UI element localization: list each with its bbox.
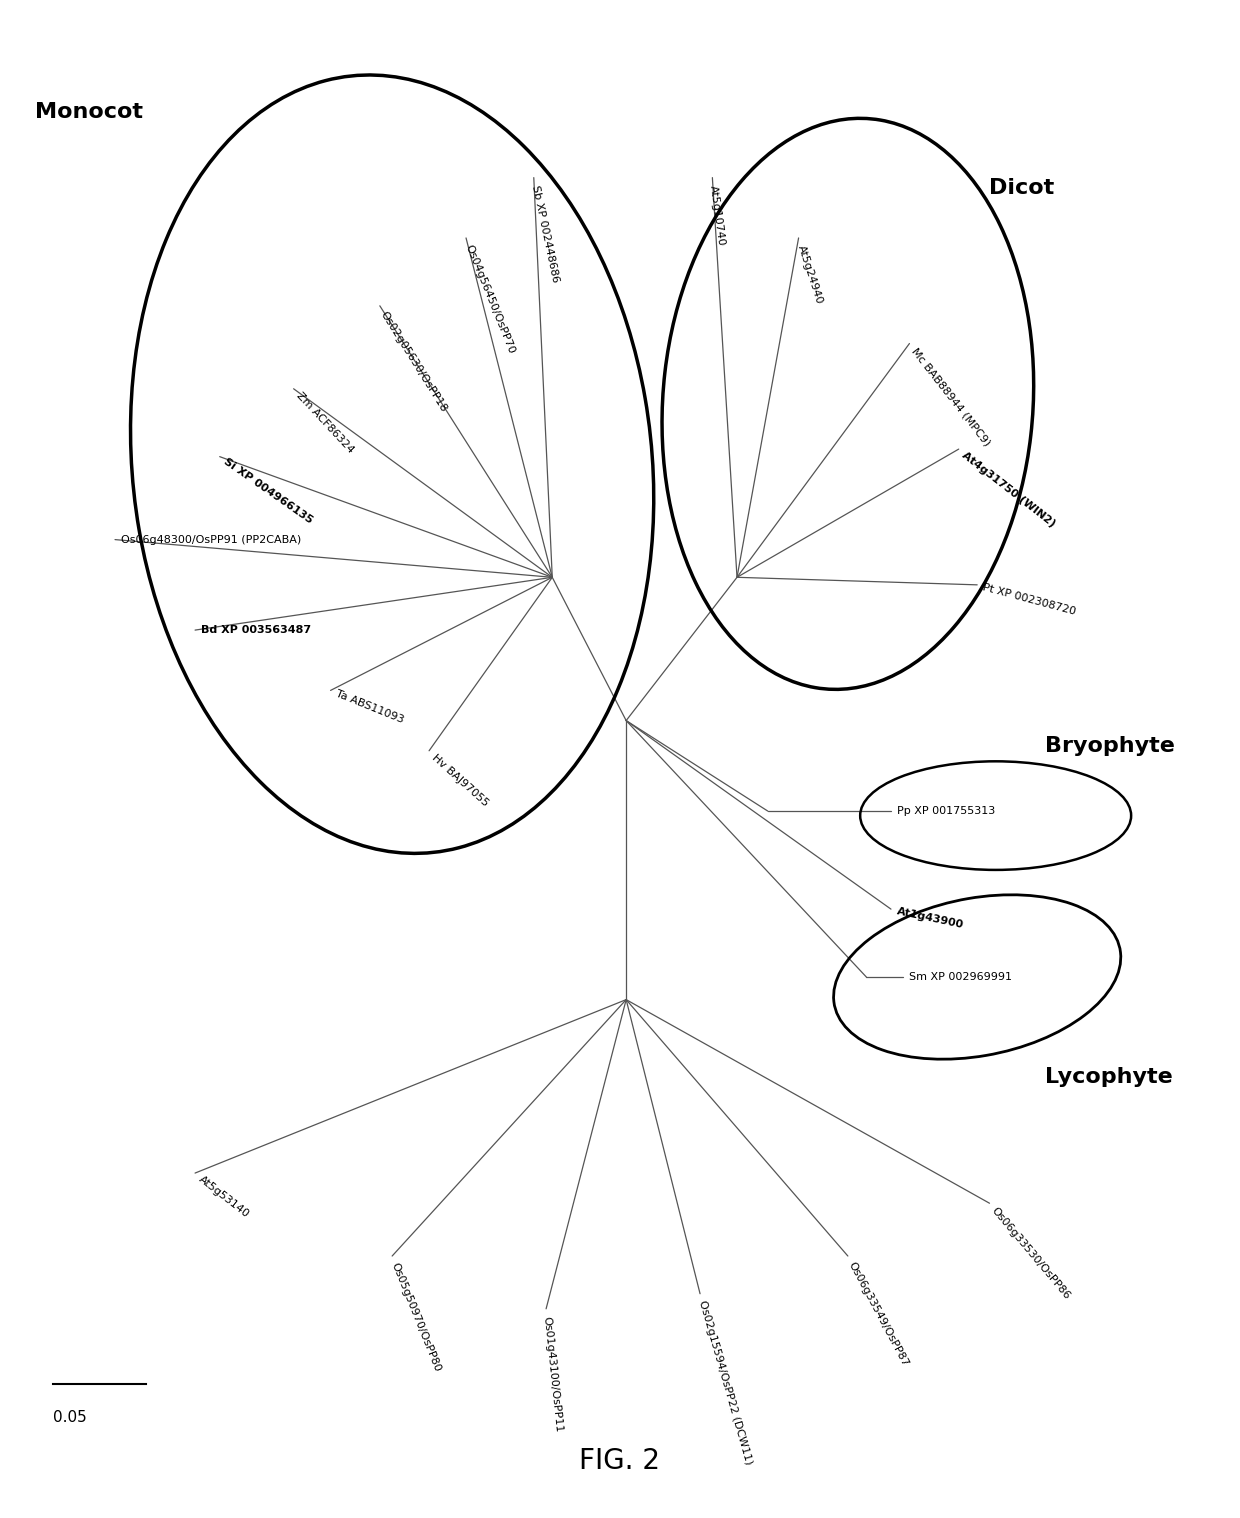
Text: Sb XP 002448686: Sb XP 002448686 [531,184,560,282]
Text: Monocot: Monocot [35,102,143,123]
Text: Sm XP 002969991: Sm XP 002969991 [909,972,1012,982]
Text: Os06g48300/OsPP91 (PP2CABA): Os06g48300/OsPP91 (PP2CABA) [122,534,301,545]
Text: Bd XP 003563487: Bd XP 003563487 [201,625,311,635]
Text: 0.05: 0.05 [53,1410,87,1425]
Text: Os06g33549/OsPP87: Os06g33549/OsPP87 [847,1260,910,1368]
Text: Pt XP 002308720: Pt XP 002308720 [982,581,1078,616]
Text: Os04g56450/OsPP70: Os04g56450/OsPP70 [464,243,517,355]
Text: At5g10740: At5g10740 [708,184,727,246]
Text: Os06g33530/OsPP86: Os06g33530/OsPP86 [990,1205,1073,1301]
Text: At5g24940: At5g24940 [796,243,825,305]
Text: Lycophyte: Lycophyte [1045,1067,1173,1087]
Text: Bryophyte: Bryophyte [1045,736,1174,756]
Text: Os05g50970/OsPP80: Os05g50970/OsPP80 [389,1261,443,1374]
Text: Os02g15594/OsPP22 (DCW11): Os02g15594/OsPP22 (DCW11) [697,1299,754,1466]
Text: Zm ACF86324: Zm ACF86324 [294,390,355,455]
Text: Dicot: Dicot [990,178,1055,197]
Text: Pp XP 001755313: Pp XP 001755313 [897,806,996,817]
Text: Os01g43100/OsPP11: Os01g43100/OsPP11 [542,1316,564,1433]
Text: Hv BAJ97055: Hv BAJ97055 [430,751,491,808]
Text: Ta ABS11093: Ta ABS11093 [335,689,405,726]
Text: At5g53140: At5g53140 [197,1173,250,1219]
Text: FIG. 2: FIG. 2 [579,1447,661,1474]
Text: Os02g05630/OsPP18: Os02g05630/OsPP18 [379,310,449,414]
Text: At1g43900: At1g43900 [897,906,965,929]
Text: Si XP 004966135: Si XP 004966135 [222,457,315,525]
Text: At4g31750 (WIN2): At4g31750 (WIN2) [961,449,1058,528]
Text: Mc BAB88944 (MPC9): Mc BAB88944 (MPC9) [909,346,992,448]
